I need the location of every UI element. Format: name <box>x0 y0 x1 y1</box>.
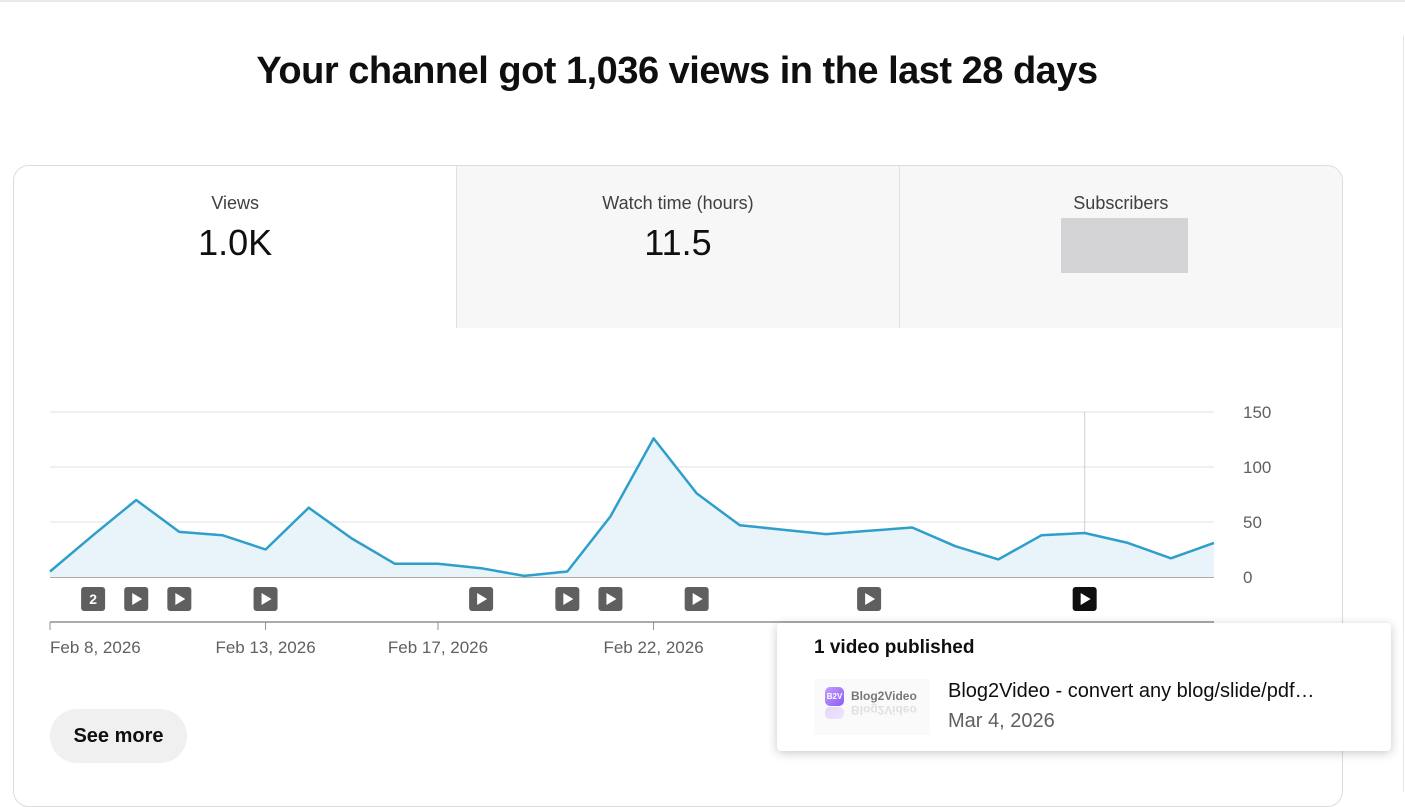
right-divider <box>1403 36 1404 792</box>
play-icon <box>606 593 617 605</box>
x-tick-label: Feb 8, 2026 <box>50 638 141 657</box>
top-divider <box>0 0 1405 2</box>
tab-watch-time-label: Watch time (hours) <box>602 193 754 213</box>
tab-views[interactable]: Views 1.0K <box>14 166 457 328</box>
video-thumbnail[interactable]: B2V Blog2Video Blog2Video <box>814 679 930 735</box>
y-tick-label: 50 <box>1243 513 1262 532</box>
play-icon <box>563 593 574 605</box>
tab-views-label: Views <box>211 193 260 213</box>
see-more-button[interactable]: See more <box>50 709 187 763</box>
video-title-link[interactable]: Blog2Video - convert any blog/slide/pdf… <box>948 680 1315 702</box>
play-icon <box>175 593 186 605</box>
thumbnail-brand-reflection: Blog2Video <box>851 703 917 717</box>
subscribers-value-redacted <box>1060 218 1188 273</box>
play-icon <box>132 593 143 605</box>
tab-views-value: 1.0K <box>198 222 273 263</box>
tab-subscribers[interactable]: Subscribers <box>898 166 1342 328</box>
play-icon <box>865 593 876 605</box>
play-icon <box>1080 593 1091 605</box>
tooltip-title: 1 video published <box>814 637 975 658</box>
x-tick-label: Feb 17, 2026 <box>388 638 488 657</box>
tab-watch-time[interactable]: Watch time (hours) 11.5 <box>456 166 899 328</box>
y-tick-label: 100 <box>1243 458 1271 477</box>
x-tick-label: Feb 13, 2026 <box>215 638 315 657</box>
thumbnail-logo-reflection <box>825 707 844 719</box>
views-series-line <box>49 437 1215 578</box>
tab-subscribers-label: Subscribers <box>1073 193 1169 213</box>
y-tick-label: 150 <box>1243 403 1271 422</box>
metric-tabs: Views 1.0K Watch time (hours) 11.5 Subsc… <box>14 166 1342 328</box>
views-area-fill <box>50 438 1214 577</box>
play-icon <box>692 593 703 605</box>
x-tick-label: Feb 22, 2026 <box>603 638 703 657</box>
y-tick-label: 0 <box>1243 568 1252 587</box>
video-publish-date: Mar 4, 2026 <box>948 710 1055 732</box>
video-count-label: 2 <box>89 591 97 607</box>
play-icon <box>261 593 272 605</box>
video-count-marker[interactable] <box>81 587 106 611</box>
blog2video-logo-icon: B2V <box>825 687 844 706</box>
play-icon <box>477 593 488 605</box>
page-headline: Your channel got 1,036 views in the last… <box>256 50 1098 92</box>
thumbnail-brand-text: Blog2Video <box>851 689 917 703</box>
video-published-tooltip: 1 video published B2V Blog2Video Blog2Vi… <box>777 623 1391 751</box>
tab-watch-time-value: 11.5 <box>644 222 712 263</box>
